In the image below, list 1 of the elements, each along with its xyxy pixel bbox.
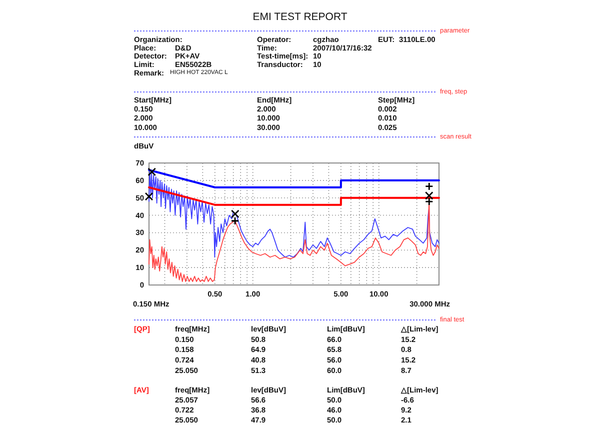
chart-title: EMI TEST REPORT (252, 11, 348, 23)
